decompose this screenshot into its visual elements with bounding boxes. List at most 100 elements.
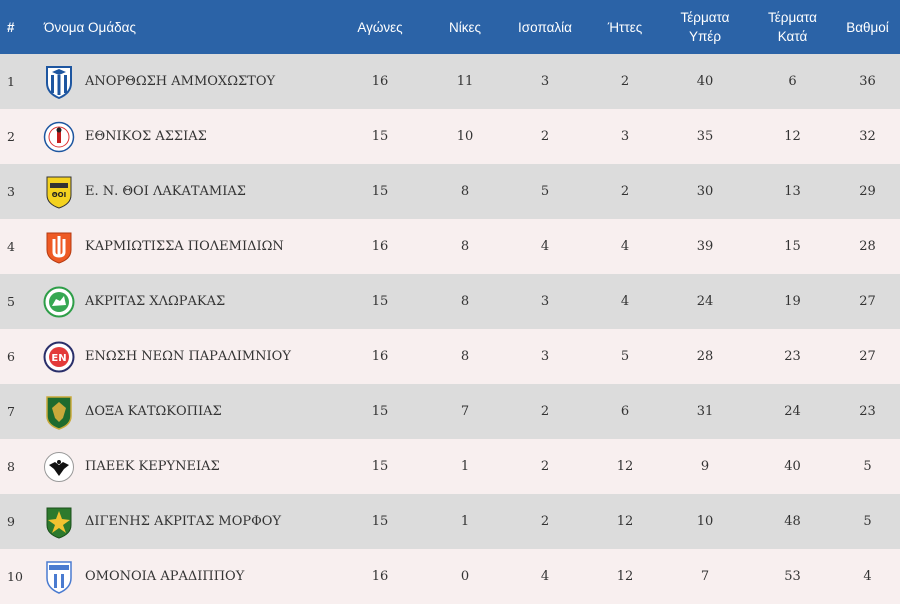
anorthosi-crest-icon: [43, 64, 75, 100]
wins-cell: 1: [460, 514, 470, 529]
team-name: ΕΝΩΣΗ ΝΕΩΝ ΠΑΡΑΛΙΜΝΙΟΥ: [85, 349, 291, 364]
karmiotissa-crest-icon: [43, 229, 75, 265]
table-row-5: 5 ΑΚΡΙΤΑΣ ΧΛΩΡΑΚΑΣ 15 8 3 4 24 19 27: [0, 274, 900, 329]
header-goals-for-line1: Τέρματα: [680, 10, 730, 25]
team-cell: ΔΙΓΕΝΗΣ ΑΚΡΙΤΑΣ ΜΟΡΦΟΥ: [40, 494, 330, 549]
doxa-crest-icon: [43, 394, 75, 430]
goals-for-cell: 35: [696, 129, 714, 144]
position-cell: 4: [7, 239, 15, 254]
losses-cell: 3: [620, 129, 630, 144]
played-cell: 15: [371, 514, 389, 529]
points-cell: 32: [859, 129, 876, 144]
position-cell: 1: [7, 74, 15, 89]
wins-cell: 10: [456, 129, 474, 144]
points-cell: 28: [859, 239, 876, 254]
position-cell: 5: [7, 294, 15, 309]
draws-cell: 4: [540, 239, 550, 254]
table-row-8: 8 ΠΑΕΕΚ ΚΕΡΥΝΕΙΑΣ 15 1 2 12 9 40 5: [0, 439, 900, 494]
points-cell: 27: [859, 294, 876, 309]
team-name: ΠΑΕΕΚ ΚΕΡΥΝΕΙΑΣ: [85, 459, 220, 474]
wins-cell: 11: [456, 74, 474, 89]
goals-against-cell: 23: [784, 349, 801, 364]
losses-cell: 12: [616, 459, 634, 474]
wins-cell: 8: [460, 294, 470, 309]
losses-cell: 4: [620, 294, 630, 309]
team-cell: ΑΝΟΡΘΩΣΗ ΑΜΜΟΧΩΣΤΟΥ: [40, 54, 330, 109]
goals-against-cell: 40: [784, 459, 801, 474]
draws-cell: 2: [540, 404, 550, 419]
paeek-crest-icon: [43, 449, 75, 485]
team-cell: ΔΟΞΑ ΚΑΤΩΚΟΠΙΑΣ: [40, 384, 330, 439]
position-cell: 10: [7, 569, 23, 584]
wins-cell: 1: [460, 459, 470, 474]
draws-cell: 3: [540, 294, 550, 309]
header-losses: Ήττες: [607, 19, 643, 35]
team-cell: ΕΘΝΙΚΟΣ ΑΣΣΙΑΣ: [40, 109, 330, 164]
goals-against-cell: 13: [784, 184, 801, 199]
team-wrap: ΕΘΝΙΚΟΣ ΑΣΣΙΑΣ: [43, 119, 330, 155]
losses-cell: 5: [620, 349, 630, 364]
goals-for-cell: 39: [696, 239, 714, 254]
team-wrap: ΟΜΟΝΟΙΑ ΑΡΑΔΙΠΠΟΥ: [43, 559, 330, 595]
losses-cell: 12: [616, 514, 634, 529]
enp-crest-icon: ΕΝ: [43, 339, 75, 375]
digenis-crest-icon: [43, 504, 75, 540]
team-wrap: ΚΑΡΜΙΩΤΙΣΣΑ ΠΟΛΕΜΙΔΙΩΝ: [43, 229, 330, 265]
team-name: ΟΜΟΝΟΙΑ ΑΡΑΔΙΠΠΟΥ: [85, 569, 245, 584]
points-cell: 5: [863, 514, 872, 529]
table-row-2: 2 ΕΘΝΙΚΟΣ ΑΣΣΙΑΣ 15 10 2 3 35 12 32: [0, 109, 900, 164]
team-wrap: ΔΙΓΕΝΗΣ ΑΚΡΙΤΑΣ ΜΟΡΦΟΥ: [43, 504, 330, 540]
position-cell: 2: [7, 129, 15, 144]
played-cell: 15: [371, 459, 389, 474]
header-draws: Ισοπαλία: [518, 19, 572, 35]
goals-against-cell: 24: [784, 404, 801, 419]
header-points: Βαθμοί: [846, 19, 889, 35]
draws-cell: 2: [540, 514, 550, 529]
header-position: #: [7, 19, 15, 35]
played-cell: 16: [371, 239, 389, 254]
draws-cell: 2: [540, 459, 550, 474]
omonia-crest-icon: [43, 559, 75, 595]
points-cell: 5: [863, 459, 872, 474]
position-cell: 6: [7, 349, 15, 364]
played-cell: 16: [371, 74, 389, 89]
team-wrap: ΕΝ ΕΝΩΣΗ ΝΕΩΝ ΠΑΡΑΛΙΜΝΙΟΥ: [43, 339, 330, 375]
table-row-4: 4 ΚΑΡΜΙΩΤΙΣΣΑ ΠΟΛΕΜΙΔΙΩΝ 16 8 4 4 39 15 …: [0, 219, 900, 274]
team-wrap: ΠΑΕΕΚ ΚΕΡΥΝΕΙΑΣ: [43, 449, 330, 485]
team-name: ΚΑΡΜΙΩΤΙΣΣΑ ΠΟΛΕΜΙΔΙΩΝ: [85, 239, 284, 254]
team-name: ΕΘΝΙΚΟΣ ΑΣΣΙΑΣ: [85, 129, 207, 144]
draws-cell: 2: [540, 129, 550, 144]
goals-against-cell: 12: [784, 129, 801, 144]
table-row-1: 1 ΑΝΟΡΘΩΣΗ ΑΜΜΟΧΩΣΤΟΥ 16 11 3 2 40 6 36: [0, 54, 900, 109]
standings-body: 1 ΑΝΟΡΘΩΣΗ ΑΜΜΟΧΩΣΤΟΥ 16 11 3 2 40 6 36 …: [0, 54, 900, 604]
thoi-crest-icon: ΘΟΙ: [43, 174, 75, 210]
goals-against-cell: 6: [788, 74, 797, 89]
goals-against-cell: 48: [784, 514, 801, 529]
header-played: Αγώνες: [357, 19, 403, 35]
svg-text:ΕΝ: ΕΝ: [51, 353, 66, 364]
wins-cell: 8: [460, 239, 470, 254]
table-row-7: 7 ΔΟΞΑ ΚΑΤΩΚΟΠΙΑΣ 15 7 2 6 31 24 23: [0, 384, 900, 439]
goals-for-cell: 40: [696, 74, 714, 89]
losses-cell: 2: [620, 184, 630, 199]
header-goals-against: Τέρματα Κατά: [750, 0, 835, 54]
goals-for-cell: 31: [696, 404, 714, 419]
team-cell: ΘΟΙ Ε. Ν. ΘΟΙ ΛΑΚΑΤΑΜΙΑΣ: [40, 164, 330, 219]
losses-cell: 2: [620, 74, 630, 89]
losses-cell: 6: [620, 404, 630, 419]
draws-cell: 4: [540, 569, 550, 584]
team-cell: ΚΑΡΜΙΩΤΙΣΣΑ ΠΟΛΕΜΙΔΙΩΝ: [40, 219, 330, 274]
points-cell: 23: [859, 404, 876, 419]
draws-cell: 5: [540, 184, 550, 199]
played-cell: 15: [371, 129, 389, 144]
table-row-6: 6 ΕΝ ΕΝΩΣΗ ΝΕΩΝ ΠΑΡΑΛΙΜΝΙΟΥ 16 8 3 5 28 …: [0, 329, 900, 384]
team-name: ΔΙΓΕΝΗΣ ΑΚΡΙΤΑΣ ΜΟΡΦΟΥ: [85, 514, 282, 529]
goals-for-cell: 7: [700, 569, 710, 584]
header-team-name: Όνομα Ομάδας: [44, 19, 136, 35]
goals-for-cell: 9: [700, 459, 710, 474]
team-wrap: ΑΚΡΙΤΑΣ ΧΛΩΡΑΚΑΣ: [43, 284, 330, 320]
team-name: ΔΟΞΑ ΚΑΤΩΚΟΠΙΑΣ: [85, 404, 222, 419]
team-cell: ΠΑΕΕΚ ΚΕΡΥΝΕΙΑΣ: [40, 439, 330, 494]
team-name: Ε. Ν. ΘΟΙ ΛΑΚΑΤΑΜΙΑΣ: [85, 184, 246, 199]
